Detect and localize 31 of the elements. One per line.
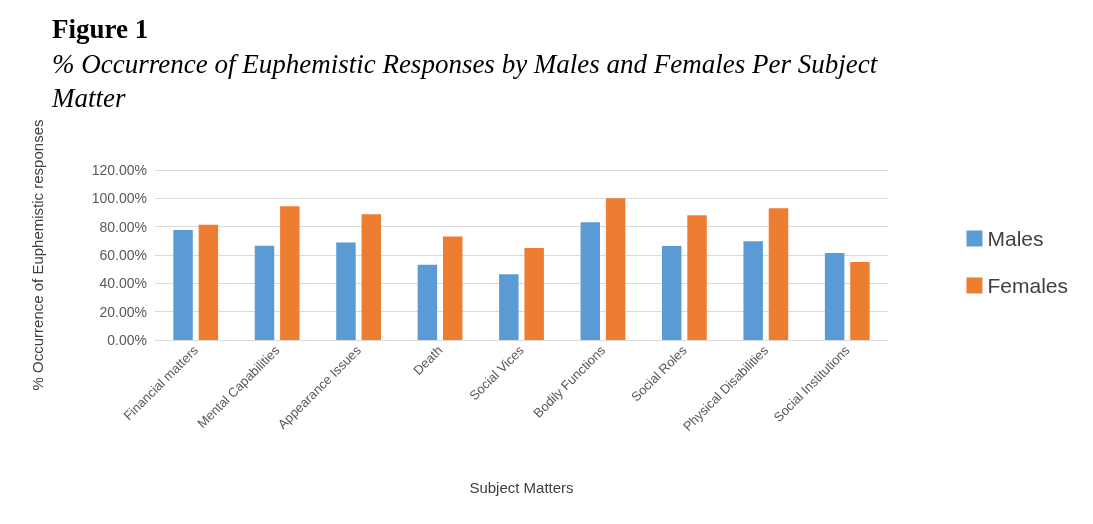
bar [743,241,763,340]
chart-title: Figure 1 [52,14,150,45]
bar [768,208,789,340]
y-tick-label: 0.00% [107,332,147,348]
bar [687,215,707,340]
y-tick-label: 80.00% [99,218,147,235]
legend-label: Males [987,227,1044,250]
y-axis-title: % Occurrence of Euphemistic responses [29,119,46,391]
bar [850,262,870,340]
bar [173,229,193,340]
y-tick-label: 100.00% [91,190,147,207]
y-tick-label: 20.00% [99,303,147,320]
bar [442,236,463,340]
bar [254,245,275,340]
bar [280,206,300,340]
y-tick-label: 60.00% [99,247,147,263]
x-axis-title: Subject Matters [469,479,574,496]
y-tick-label: 120.00% [91,162,147,178]
bar [417,264,438,340]
y-tick-label: 40.00% [99,275,147,292]
bar [524,247,544,340]
bar [198,224,219,340]
bar [499,274,519,340]
legend-label: Females [987,274,1069,297]
bar [580,222,601,340]
chart-subtitle: % Occurrence of Euphemistic Responses by Males and Females Per Subject Matter [52,48,879,115]
bar [661,246,682,340]
bar [605,198,626,340]
bar [336,242,356,340]
bar [824,252,845,340]
bar [361,214,382,340]
